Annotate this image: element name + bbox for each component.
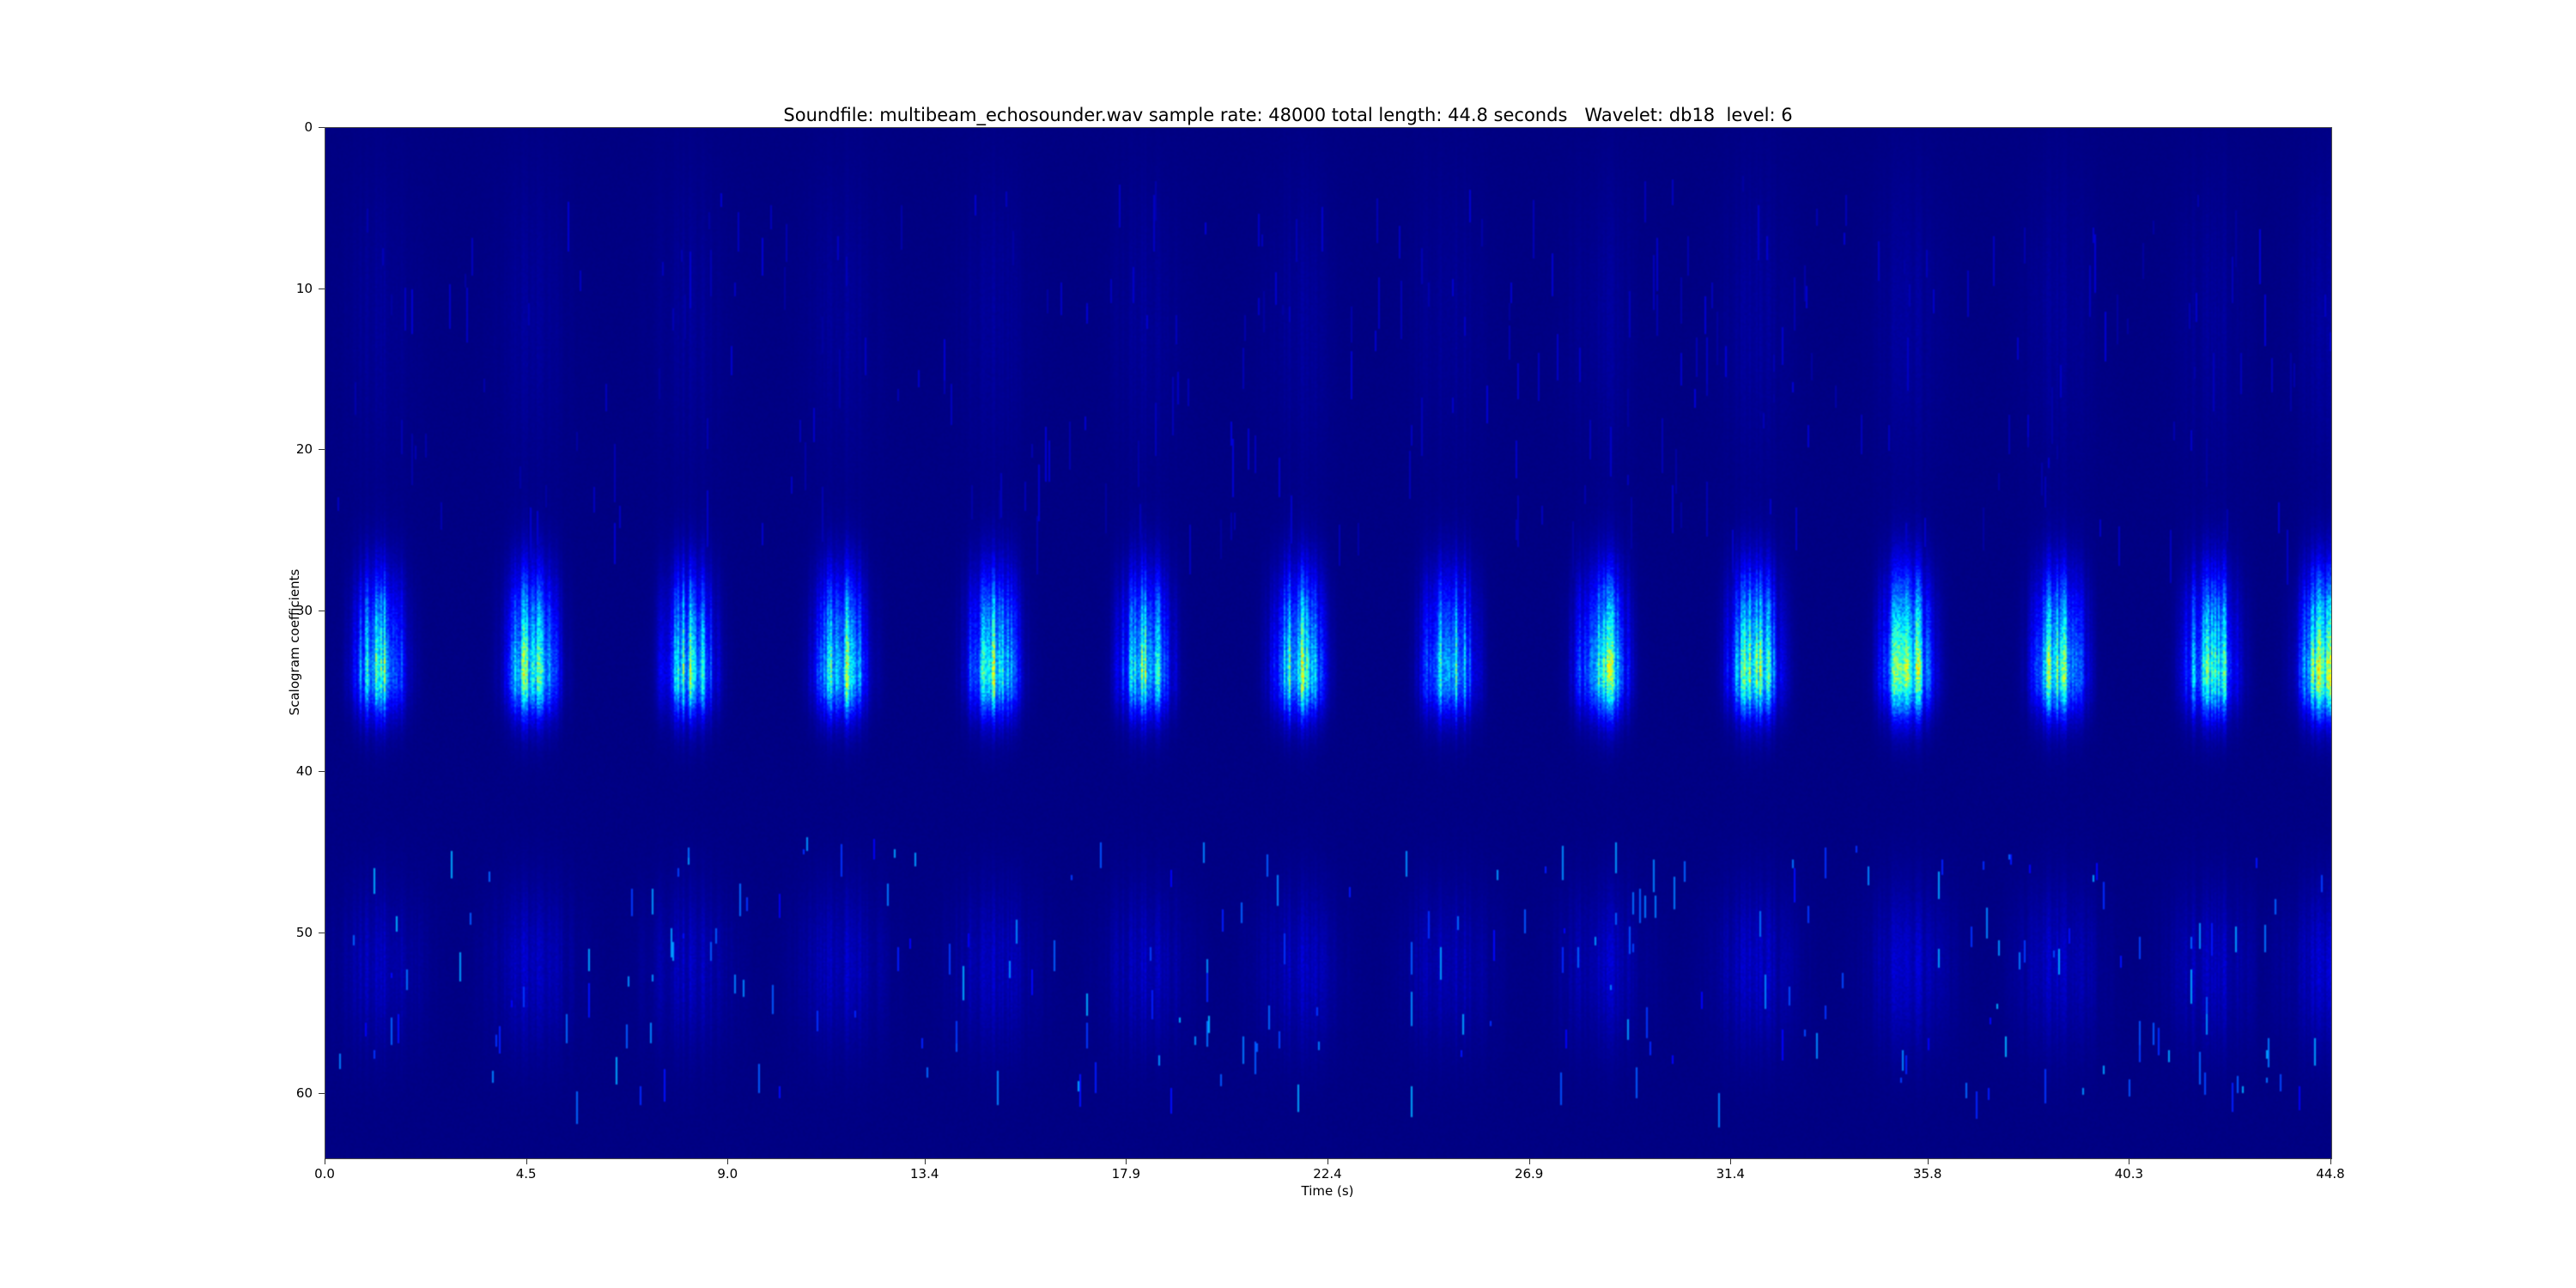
y-tick-label: 60 <box>295 1085 313 1101</box>
x-tick-label: 31.4 <box>1716 1166 1745 1182</box>
x-tick-label: 22.4 <box>1313 1166 1342 1182</box>
x-tick-mark <box>1327 1158 1328 1164</box>
x-axis-title: Time (s) <box>1301 1183 1354 1199</box>
y-tick-label: 50 <box>295 924 313 940</box>
x-tick-mark <box>526 1158 527 1164</box>
chart-title: Soundfile: multibeam_echosounder.wav sam… <box>783 105 1793 125</box>
heatmap-canvas <box>325 128 2331 1158</box>
x-tick-mark <box>2330 1158 2331 1164</box>
x-tick-label: 40.3 <box>2114 1166 2144 1182</box>
x-tick-label: 17.9 <box>1111 1166 1141 1182</box>
y-tick-label: 0 <box>304 119 313 135</box>
x-tick-label: 26.9 <box>1514 1166 1544 1182</box>
y-tick-mark <box>319 449 325 450</box>
y-tick-label: 20 <box>295 441 313 457</box>
x-tick-mark <box>727 1158 729 1164</box>
x-tick-label: 35.8 <box>1913 1166 1942 1182</box>
x-tick-mark <box>1730 1158 1732 1164</box>
x-tick-label: 4.5 <box>515 1166 537 1182</box>
x-tick-mark <box>924 1158 926 1164</box>
x-tick-mark <box>1927 1158 1929 1164</box>
x-tick-label: 13.4 <box>910 1166 939 1182</box>
x-tick-mark <box>1126 1158 1127 1164</box>
y-axis-title: Scalogram coefficients <box>287 568 302 716</box>
x-tick-label: 0.0 <box>314 1166 335 1182</box>
y-tick-label: 40 <box>295 763 313 779</box>
y-tick-label: 30 <box>295 602 313 618</box>
scalogram-heatmap <box>325 127 2332 1159</box>
x-tick-label: 9.0 <box>717 1166 738 1182</box>
y-tick-mark <box>319 771 325 772</box>
y-tick-mark <box>319 127 325 128</box>
x-tick-mark <box>1528 1158 1530 1164</box>
y-tick-label: 10 <box>295 280 313 296</box>
y-tick-mark <box>319 1093 325 1094</box>
x-tick-label: 44.8 <box>2316 1166 2345 1182</box>
